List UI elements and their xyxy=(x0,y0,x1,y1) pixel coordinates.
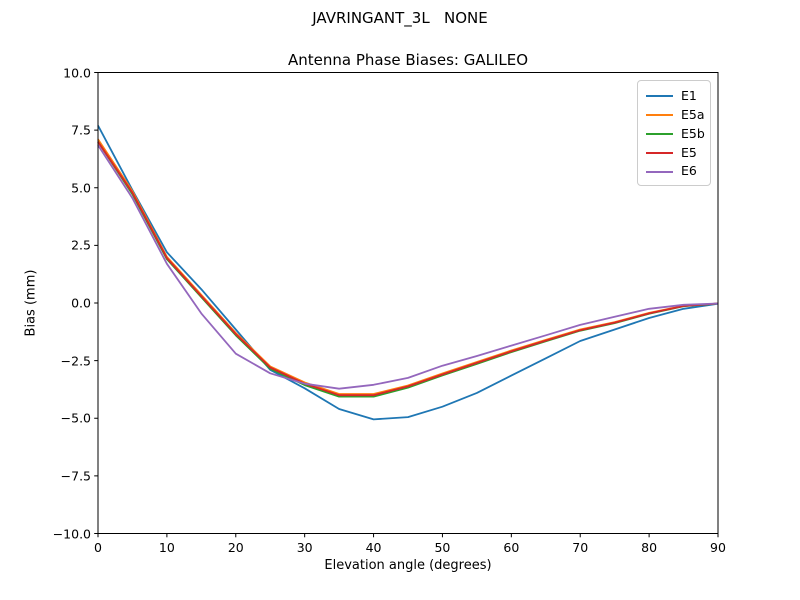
x-tick-label: 50 xyxy=(434,540,451,555)
y-tick-label: 2.5 xyxy=(71,237,91,253)
y-tick-label: 10.0 xyxy=(63,65,91,80)
axes-title: Antenna Phase Biases: GALILEO xyxy=(287,51,529,69)
series-line-E5b xyxy=(97,141,719,398)
legend-label: E5b xyxy=(681,125,705,141)
x-axis-label: Elevation angle (degrees) xyxy=(324,558,492,573)
x-tick-label: 60 xyxy=(503,540,520,555)
legend-line-sample-E6 xyxy=(646,170,673,173)
x-tick-label: 10 xyxy=(158,540,175,555)
x-tick-label: 70 xyxy=(572,540,589,555)
x-tick-label: 30 xyxy=(296,540,313,555)
legend-label: E6 xyxy=(681,163,697,179)
legend-entry-E5a: E5a xyxy=(646,106,705,125)
x-tick-label: 40 xyxy=(365,540,382,555)
y-tick-label: −10.0 xyxy=(52,526,91,541)
legend-label: E5 xyxy=(681,144,697,160)
x-tick-label: 20 xyxy=(227,540,244,555)
x-tick-label: 0 xyxy=(94,540,102,555)
legend-line-sample-E5b xyxy=(646,132,673,135)
legend-entry-E5b: E5b xyxy=(646,125,705,144)
series-line-E5 xyxy=(97,141,719,397)
y-tick-label: −2.5 xyxy=(60,353,91,369)
x-tick-label: 90 xyxy=(710,540,726,555)
y-tick-label: 0.0 xyxy=(71,295,91,311)
y-tick-label: −5.0 xyxy=(60,410,91,426)
legend-line-sample-E1 xyxy=(646,95,673,98)
series-line-E1 xyxy=(97,125,719,421)
legend-entry-E5: E5 xyxy=(646,143,702,162)
x-tick-label: 80 xyxy=(641,540,658,555)
legend-entry-E1: E1 xyxy=(646,87,702,106)
legend-line-sample-E5a xyxy=(646,114,673,117)
y-tick-label: −7.5 xyxy=(60,468,91,484)
legend-line-sample-E5 xyxy=(646,151,673,154)
y-tick-label: 7.5 xyxy=(71,122,91,138)
y-tick-label: 5.0 xyxy=(71,180,91,196)
y-axis-label: Bias (mm) xyxy=(23,269,39,337)
legend-label: E1 xyxy=(681,88,697,104)
legend-entry-E6: E6 xyxy=(646,162,702,181)
series-line-E5a xyxy=(97,138,719,395)
legend: E1 E5a E5b E5 E6 xyxy=(637,80,711,186)
figure-suptitle: JAVRINGANT_3L NONE xyxy=(312,9,488,27)
legend-label: E5a xyxy=(681,106,705,122)
axes-spines xyxy=(97,72,719,534)
series-line-E6 xyxy=(97,144,719,390)
